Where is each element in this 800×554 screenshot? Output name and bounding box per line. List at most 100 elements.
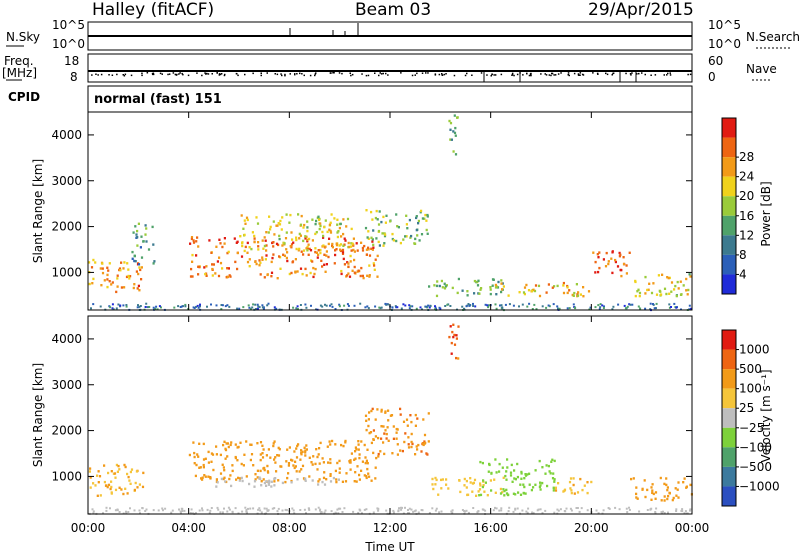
range-gate-cell (434, 306, 437, 309)
range-gate-cell (236, 267, 239, 271)
range-gate-cell (89, 476, 92, 479)
range-gate-cell (426, 232, 429, 235)
range-gate-cell (500, 304, 503, 307)
range-gate-cell (272, 442, 275, 445)
nave-tick-high: 60 (708, 54, 724, 68)
range-gate-cell (501, 306, 504, 309)
range-gate-cell (478, 494, 481, 497)
nave-dot (205, 73, 207, 75)
range-gate-cell (304, 237, 307, 240)
range-gate-cell (643, 479, 646, 482)
range-gate-cell (395, 213, 398, 216)
range-gate-cell (523, 286, 527, 289)
range-gate-cell (290, 231, 293, 234)
range-gate-cell (229, 474, 232, 477)
range-gate-cell (569, 477, 573, 480)
range-gate-cell (237, 476, 240, 480)
range-gate-cell (499, 492, 503, 495)
range-gate-cell (223, 440, 226, 443)
range-gate-cell (133, 254, 136, 257)
range-gate-cell (300, 250, 303, 253)
range-gate-cell (240, 214, 243, 217)
range-gate-cell (118, 468, 121, 471)
range-gate-cell (343, 237, 346, 240)
range-gate-cell (520, 477, 523, 480)
range-gate-cell (429, 305, 432, 307)
range-gate-cell (380, 306, 383, 309)
range-gate-cell (319, 508, 322, 511)
range-gate-cell (434, 483, 437, 486)
nave-dot (669, 74, 672, 76)
range-gate-cell (305, 448, 308, 451)
range-gate-cell (108, 262, 111, 265)
range-gate-cell (352, 248, 355, 252)
range-gate-cell (215, 245, 218, 248)
range-gate-cell (345, 472, 348, 475)
range-gate-cell (129, 482, 132, 485)
range-gate-cell (391, 452, 394, 455)
range-gate-cell (145, 227, 148, 230)
range-gate-cell (336, 223, 339, 226)
range-gate-cell (532, 512, 535, 515)
range-gate-cell (236, 240, 239, 243)
velocity-colorbar-label: Velocity [m s⁻¹] (759, 369, 773, 462)
range-gate-cell (366, 305, 369, 308)
nave-dot (568, 74, 570, 77)
range-gate-cell (315, 231, 318, 234)
range-gate-cell (100, 284, 103, 287)
range-gate-cell (513, 477, 516, 480)
range-gate-cell (227, 267, 230, 270)
range-gate-cell (346, 261, 349, 264)
range-gate-cell (261, 256, 264, 259)
range-gate-cell (532, 486, 535, 489)
range-gate-cell (228, 477, 231, 481)
range-gate-cell (288, 446, 291, 449)
range-gate-cell (310, 304, 312, 307)
range-gate-cell (338, 305, 341, 308)
colorbar-swatch (722, 274, 736, 294)
range-gate-cell (142, 471, 145, 475)
range-gate-cell (307, 253, 310, 256)
range-gate-cell (410, 440, 413, 444)
range-gate-cell (451, 330, 454, 334)
range-gate-cell (652, 492, 655, 496)
range-gate-cell (124, 465, 127, 469)
range-gate-cell (617, 303, 620, 306)
range-gate-cell (500, 290, 503, 294)
range-gate-cell (374, 466, 377, 469)
range-gate-cell (198, 466, 201, 469)
range-gate-cell (357, 443, 360, 446)
range-gate-cell (328, 223, 332, 226)
range-gate-cell (212, 468, 215, 472)
range-gate-cell (688, 273, 691, 276)
range-gate-cell (91, 508, 94, 511)
range-gate-cell (654, 512, 657, 515)
range-gate-cell (471, 482, 474, 485)
range-gate-cell (385, 437, 388, 440)
range-gate-cell (510, 463, 513, 467)
range-gate-cell (329, 473, 332, 476)
range-gate-cell (414, 424, 417, 427)
range-gate-cell (408, 304, 411, 307)
range-gate-cell (407, 446, 411, 449)
range-gate-cell (251, 231, 254, 234)
range-gate-cell (415, 307, 418, 310)
colorbar-swatch (722, 427, 736, 448)
range-gate-cell (495, 507, 498, 510)
range-gate-cell (324, 245, 327, 248)
range-gate-cell (265, 231, 268, 234)
range-gate-cell (319, 251, 322, 255)
range-gate-cell (638, 291, 642, 295)
range-gate-cell (242, 464, 245, 467)
nave-dot (116, 73, 118, 76)
range-gate-cell (318, 478, 321, 481)
range-gate-cell (318, 447, 321, 450)
range-gate-cell (507, 493, 510, 497)
range-gate-cell (296, 478, 299, 481)
range-gate-cell (255, 216, 258, 219)
range-gate-cell (298, 470, 301, 473)
nave-dot (416, 72, 418, 75)
range-gate-cell (666, 488, 669, 492)
range-gate-cell (372, 262, 375, 265)
range-gate-cell (528, 472, 531, 475)
